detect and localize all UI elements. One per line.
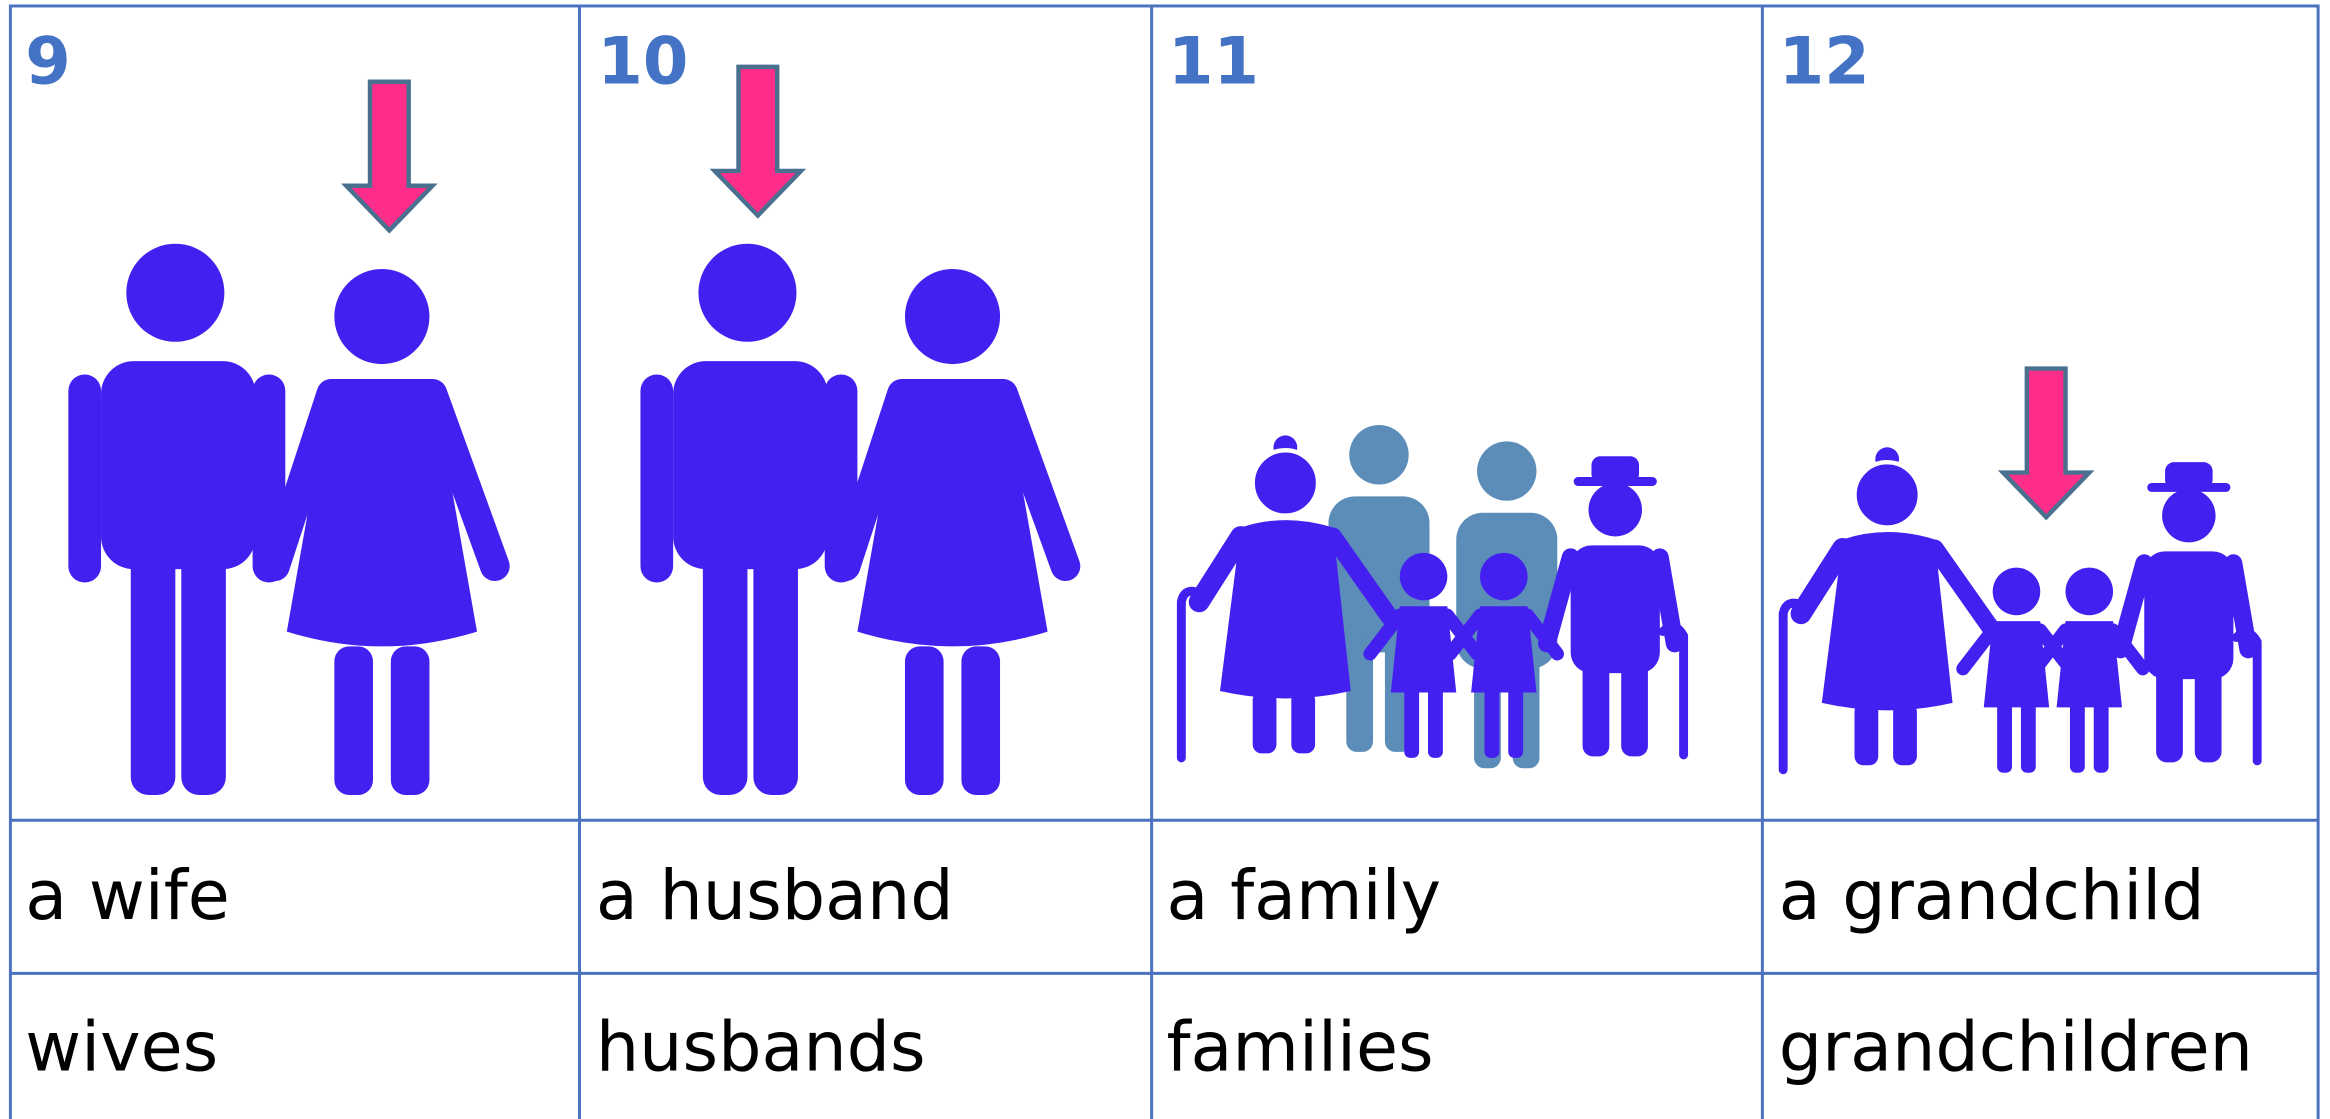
grandchild-illustration [1783, 369, 2257, 773]
worksheet: 9 10 11 12 a wife a husband a family a g… [0, 0, 2330, 1119]
singular-word: a grandchild [1779, 857, 2205, 936]
plural-word: families [1166, 1009, 1433, 1088]
singular-word: a wife [25, 857, 230, 936]
card-number: 10 [597, 23, 688, 99]
singular-word: a family [1166, 857, 1441, 936]
singular-word: a husband [596, 857, 954, 936]
card-number: 11 [1168, 23, 1259, 99]
plural-word: grandchildren [1779, 1009, 2253, 1088]
wife-illustration [68, 82, 494, 795]
page: 9 10 11 12 a wife a husband a family a g… [0, 0, 2330, 1119]
family-illustration [1181, 425, 1683, 768]
card-number: 12 [1779, 23, 1870, 99]
plural-word: husbands [596, 1009, 926, 1088]
husband-illustration [640, 67, 1065, 795]
plural-word: wives [25, 1009, 218, 1088]
card-number: 9 [25, 23, 71, 99]
